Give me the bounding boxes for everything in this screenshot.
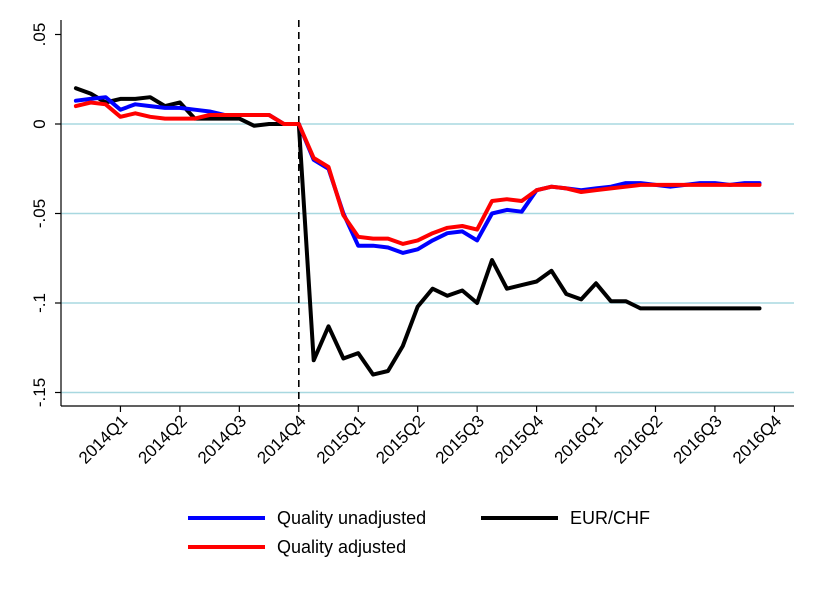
legend-label-quality-adjusted: Quality adjusted (277, 537, 406, 557)
x-tick-label: 2016Q2 (610, 411, 666, 467)
gridlines (61, 123, 794, 394)
y-tick-label: -.15 (30, 378, 49, 407)
x-tick-label: 2015Q2 (372, 411, 428, 467)
axes (55, 20, 794, 412)
x-tick-label: 2014Q3 (194, 411, 250, 467)
legend-label-eur-chf: EUR/CHF (570, 508, 650, 528)
legend-label-quality-unadjusted: Quality unadjusted (277, 508, 426, 528)
x-tick-label: 2014Q1 (75, 411, 131, 467)
y-tick-label: .05 (30, 23, 49, 47)
x-tick-label: 2016Q1 (551, 411, 607, 467)
x-tick-label: 2014Q4 (253, 411, 309, 467)
x-tick-label: 2016Q4 (729, 411, 785, 467)
x-tick-label: 2015Q1 (313, 411, 369, 467)
y-tick-label: -.1 (30, 293, 49, 313)
series-line-quality-adjusted (73, 100, 762, 246)
x-tick-label: 2016Q3 (670, 411, 726, 467)
series-lines (73, 86, 762, 377)
x-tick-label: 2015Q3 (432, 411, 488, 467)
x-tick-label: 2015Q4 (491, 411, 547, 467)
y-tick-label: -.05 (30, 199, 49, 228)
series-line-eur-chf (73, 86, 762, 377)
x-tick-label: 2014Q2 (135, 411, 191, 467)
legend: Quality unadjusted Quality adjusted EUR/CH… (188, 508, 650, 557)
y-tick-label: 0 (30, 119, 49, 128)
